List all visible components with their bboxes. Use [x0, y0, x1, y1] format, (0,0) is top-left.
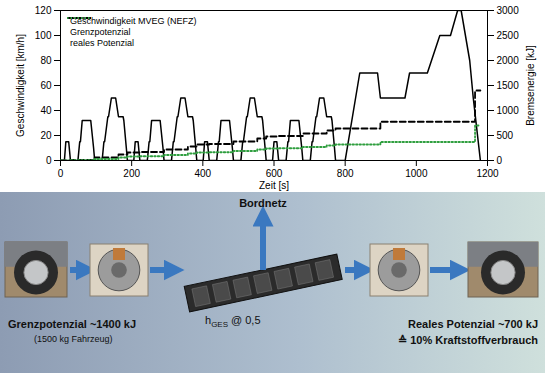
svg-text:200: 200 — [123, 168, 140, 179]
html-text:Grenzpotenzial: Grenzpotenzial — [70, 27, 131, 37]
svg-text:600: 600 — [266, 168, 283, 179]
svg-text:Grenzpotenzial ~1400 kJ: Grenzpotenzial ~1400 kJ — [8, 318, 136, 330]
svg-text:≙ 10% Kraftstoffverbrauch: ≙ 10% Kraftstoffverbrauch — [398, 334, 538, 346]
svg-text:Geschwindigkeit [km/h]: Geschwindigkeit [km/h] — [15, 34, 26, 137]
svg-text:100: 100 — [35, 30, 52, 41]
svg-text:80: 80 — [40, 55, 52, 66]
svg-text:0: 0 — [497, 155, 503, 166]
html-text:reales Potenzial: reales Potenzial — [70, 38, 134, 48]
svg-text:60: 60 — [40, 80, 52, 91]
html-text:Geschwindigkeit MVEG (NEFZ): Geschwindigkeit MVEG (NEFZ) — [70, 16, 197, 26]
svg-text:800: 800 — [337, 168, 354, 179]
svg-text:400: 400 — [194, 168, 211, 179]
svg-text:500: 500 — [497, 130, 514, 141]
svg-text:2000: 2000 — [497, 55, 520, 66]
svg-text:20: 20 — [40, 130, 52, 141]
svg-text:2500: 2500 — [497, 30, 520, 41]
svg-text:(1500 kg Fahrzeug): (1500 kg Fahrzeug) — [34, 334, 113, 344]
svg-text:Zeit [s]: Zeit [s] — [259, 180, 289, 191]
svg-text:0: 0 — [58, 168, 64, 179]
svg-text:120: 120 — [35, 5, 52, 16]
svg-text:Bordnetz: Bordnetz — [239, 197, 287, 209]
svg-text:3000: 3000 — [497, 5, 520, 16]
svg-text:Reales Potenzial ~700 kJ: Reales Potenzial ~700 kJ — [408, 318, 538, 330]
svg-text:0: 0 — [46, 155, 52, 166]
svg-text:Bremsenergie [kJ]: Bremsenergie [kJ] — [525, 45, 536, 126]
svg-text:1200: 1200 — [476, 168, 499, 179]
svg-text:40: 40 — [40, 105, 52, 116]
svg-text:hGES@ 0,5: hGES@ 0,5 — [205, 314, 261, 329]
svg-text:1000: 1000 — [405, 168, 428, 179]
svg-text:1000: 1000 — [497, 105, 520, 116]
svg-text:1500: 1500 — [497, 80, 520, 91]
